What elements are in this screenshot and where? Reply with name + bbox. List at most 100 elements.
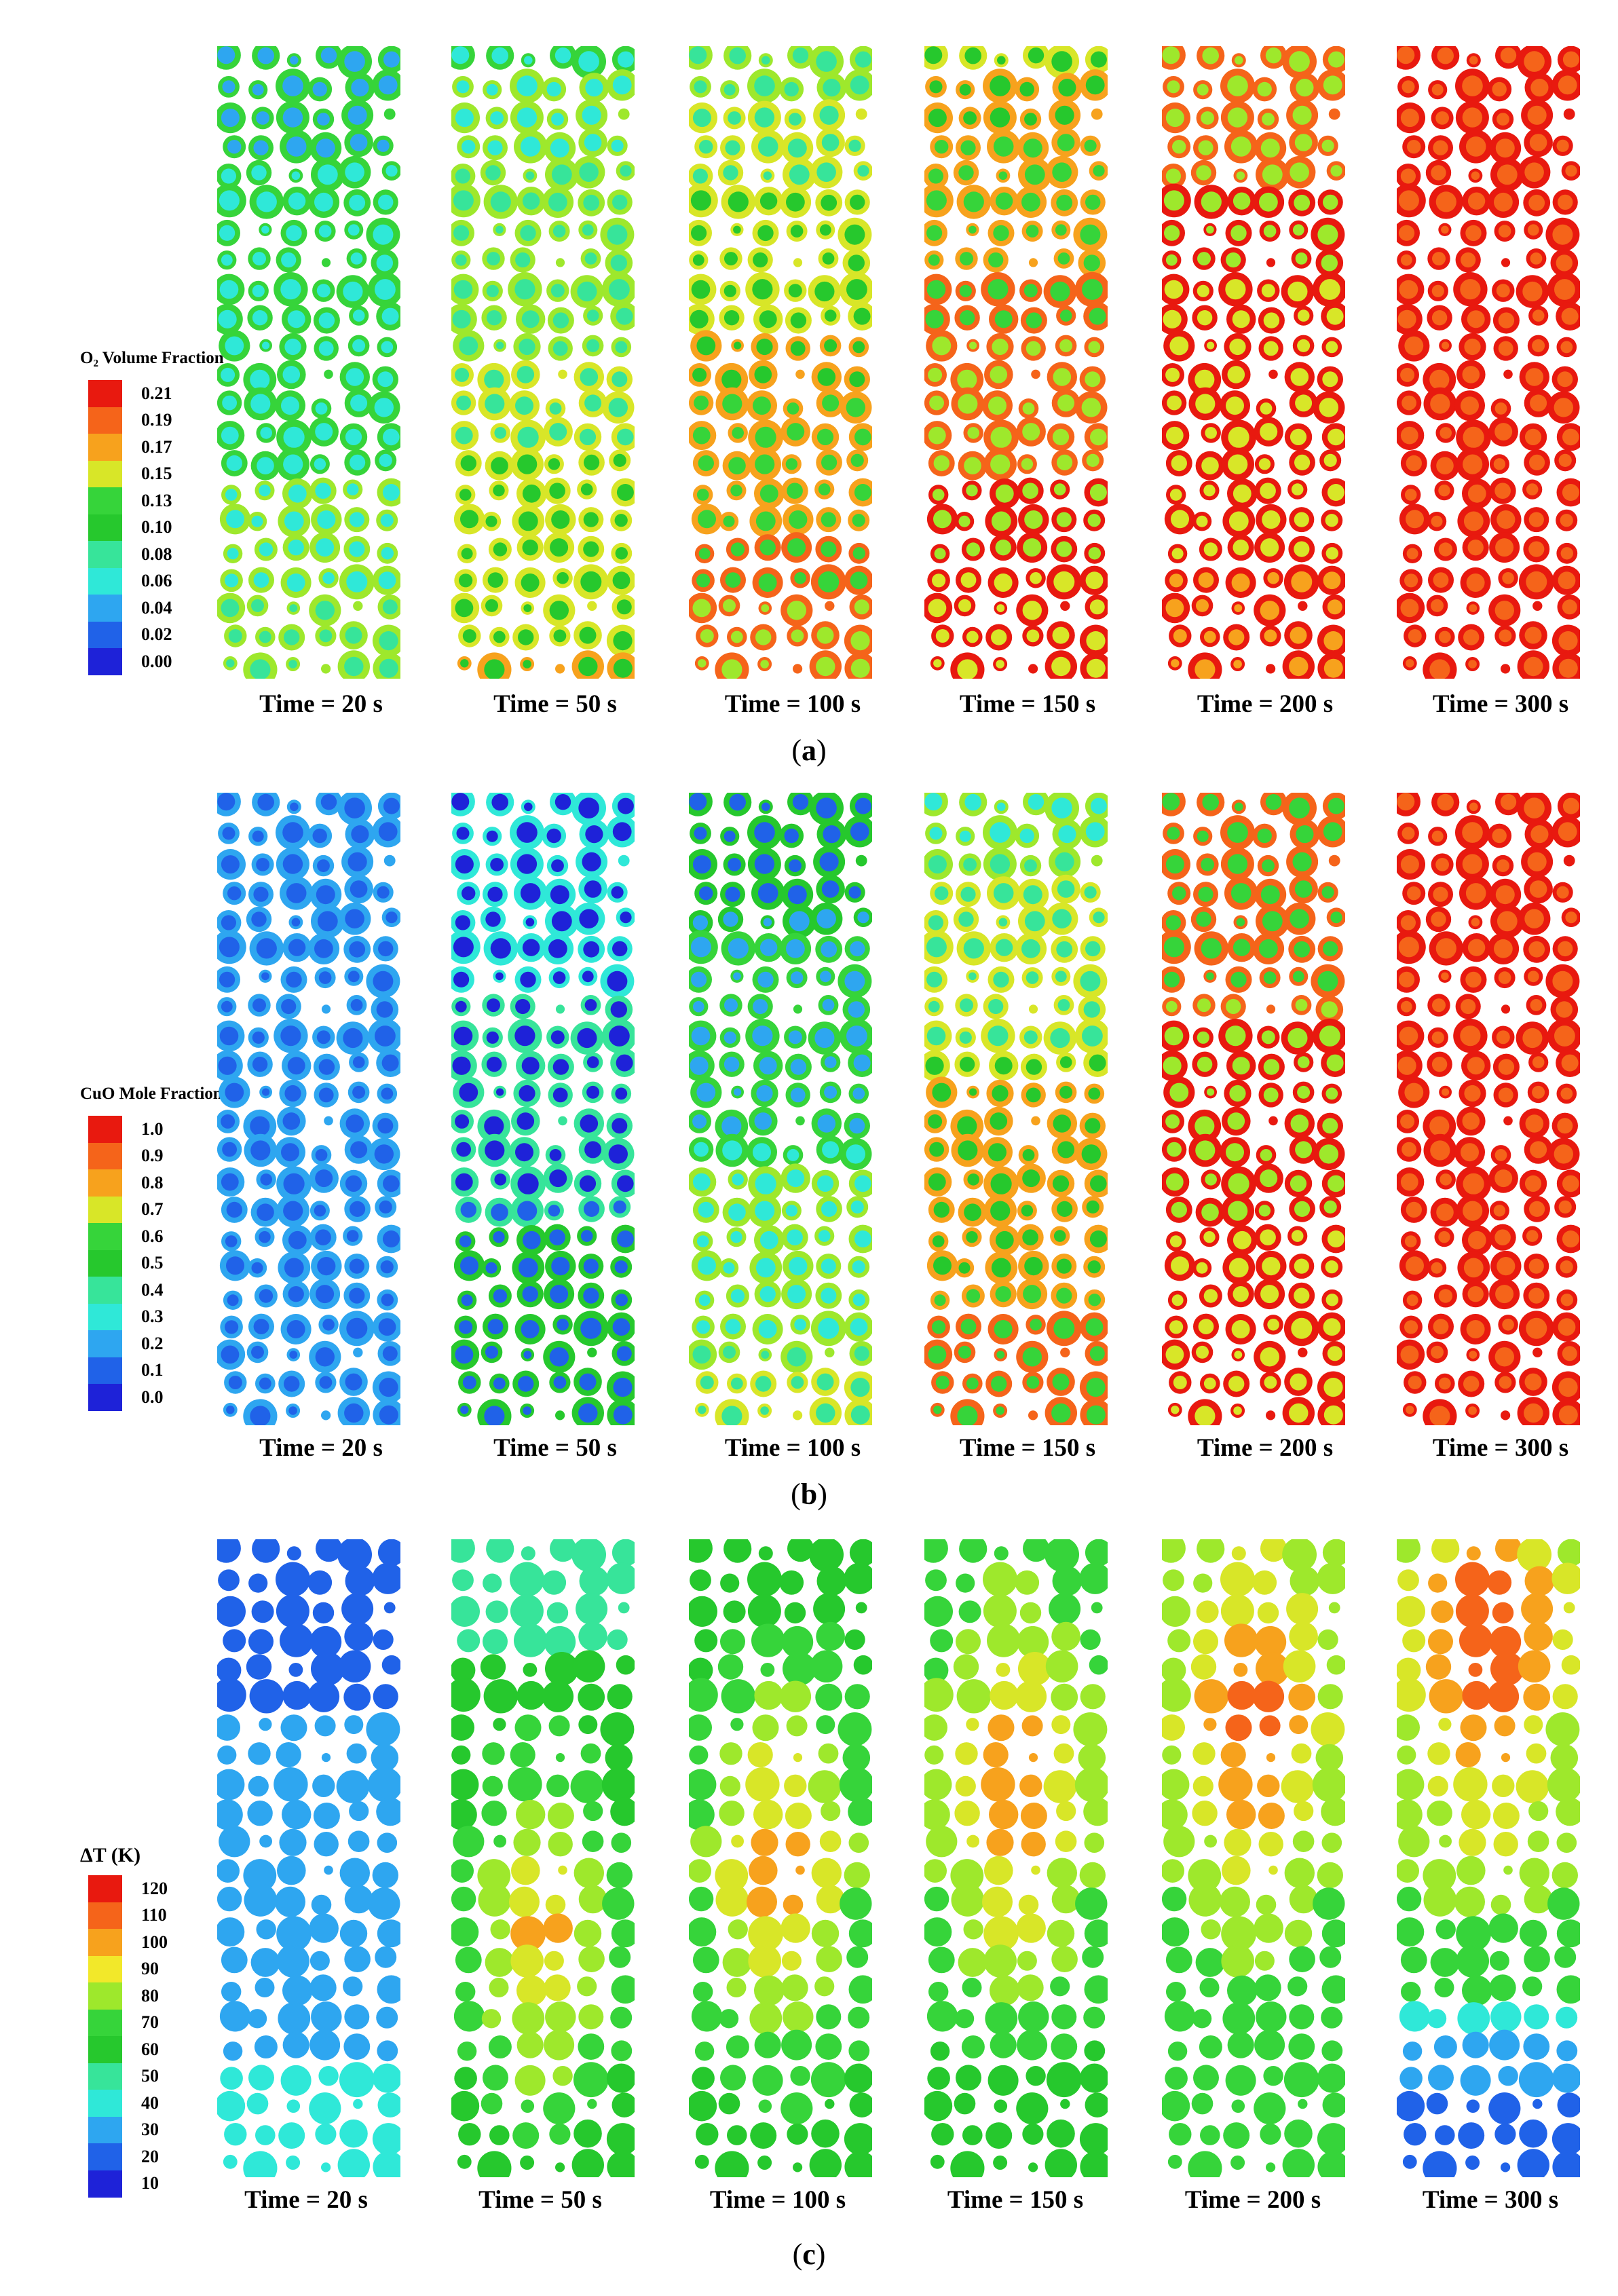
particle-core bbox=[1228, 511, 1249, 531]
particle-core bbox=[928, 855, 947, 874]
particle-core bbox=[1397, 1056, 1416, 1075]
particle-core bbox=[1086, 1378, 1106, 1397]
particle-core bbox=[1233, 192, 1251, 210]
particle bbox=[1053, 1743, 1074, 1764]
particle-core bbox=[550, 284, 565, 298]
particle-core bbox=[317, 911, 338, 932]
legend-level-label: 0.2 bbox=[141, 1333, 164, 1353]
particle-core bbox=[286, 1320, 305, 1338]
particle-core bbox=[990, 854, 1011, 874]
particle bbox=[383, 1602, 396, 1614]
particle-core bbox=[1085, 1118, 1101, 1134]
particle bbox=[1050, 1976, 1070, 1997]
particle-core bbox=[1430, 394, 1450, 414]
particle bbox=[689, 2090, 717, 2122]
particle-core bbox=[1051, 51, 1072, 72]
particle-core bbox=[1173, 629, 1187, 643]
particle-core bbox=[460, 1201, 476, 1218]
particle bbox=[1545, 1712, 1580, 1746]
particle bbox=[848, 2040, 870, 2062]
particle bbox=[1192, 1801, 1218, 1826]
particle-core bbox=[1289, 51, 1310, 72]
particle bbox=[1051, 1683, 1078, 1711]
legend-swatch bbox=[88, 2063, 122, 2090]
particle bbox=[1083, 2006, 1106, 2029]
particle bbox=[510, 1916, 546, 1952]
particle-core bbox=[282, 366, 301, 383]
particle bbox=[1169, 2123, 1192, 2146]
particle-core bbox=[1201, 111, 1214, 125]
particle-core bbox=[1228, 426, 1249, 448]
particle-core bbox=[291, 171, 301, 181]
particle bbox=[781, 1974, 808, 2001]
particle bbox=[1461, 1799, 1491, 1830]
particle-core bbox=[698, 455, 714, 472]
particle-core bbox=[1294, 880, 1313, 898]
particle-core bbox=[816, 1373, 834, 1391]
particle bbox=[1052, 1566, 1083, 1596]
particle bbox=[1455, 1562, 1490, 1597]
particle bbox=[1462, 1680, 1491, 1710]
particle bbox=[958, 1948, 987, 1977]
particle-core bbox=[253, 886, 269, 902]
particle-core bbox=[787, 1169, 805, 1188]
particle-core bbox=[960, 252, 973, 266]
particle-core bbox=[1406, 510, 1424, 529]
particle-core bbox=[790, 341, 806, 356]
particle-core bbox=[1325, 1087, 1338, 1100]
particle bbox=[1427, 1742, 1450, 1765]
particle bbox=[483, 1679, 518, 1714]
particle bbox=[1015, 1680, 1047, 1712]
particle-core bbox=[1558, 658, 1578, 678]
particle-core bbox=[1294, 541, 1310, 557]
particle bbox=[383, 108, 396, 120]
particle-core bbox=[615, 547, 628, 560]
particle-core bbox=[723, 911, 738, 927]
particle-core bbox=[523, 1351, 532, 1359]
particle-core bbox=[1528, 541, 1545, 557]
particle bbox=[848, 1919, 872, 1948]
particle-core bbox=[1462, 1112, 1480, 1130]
particle-core bbox=[1467, 310, 1485, 328]
particle-core bbox=[1235, 56, 1243, 65]
particle bbox=[1519, 2119, 1547, 2148]
particle-core bbox=[1406, 1294, 1418, 1306]
particle bbox=[693, 1982, 713, 2002]
particle-core bbox=[848, 139, 861, 152]
particle-core bbox=[785, 458, 798, 470]
particle bbox=[481, 2009, 502, 2029]
particle-core bbox=[689, 46, 707, 64]
particle-core bbox=[517, 454, 538, 474]
particle bbox=[1489, 1974, 1516, 2001]
particle bbox=[984, 1856, 1013, 1885]
particle-core bbox=[617, 797, 634, 814]
particle-core bbox=[1524, 909, 1544, 928]
particle-core bbox=[1172, 140, 1186, 154]
particle bbox=[545, 1894, 566, 1915]
particle bbox=[280, 2065, 312, 2096]
particle-core bbox=[787, 538, 806, 557]
particle bbox=[956, 1573, 975, 1593]
particle bbox=[217, 1678, 246, 1712]
particle-core bbox=[250, 659, 271, 679]
particle bbox=[321, 1410, 331, 1420]
particle bbox=[1260, 2123, 1281, 2145]
particle-core bbox=[761, 56, 770, 65]
particle bbox=[368, 1887, 400, 1920]
particle-core bbox=[995, 192, 1013, 210]
particle-core bbox=[822, 1141, 840, 1159]
particle-core bbox=[525, 918, 535, 927]
particle bbox=[248, 2065, 274, 2091]
particle bbox=[924, 1657, 949, 1683]
particle-core bbox=[759, 1230, 778, 1249]
legend-level-label: 40 bbox=[141, 2092, 159, 2113]
particle-core bbox=[1330, 911, 1342, 924]
particle-core bbox=[615, 1294, 628, 1306]
particle-core bbox=[924, 793, 943, 811]
particle bbox=[1556, 1919, 1580, 1948]
particle bbox=[924, 1678, 954, 1712]
particle-core bbox=[579, 909, 599, 928]
particle bbox=[1563, 1602, 1575, 1614]
particle-core bbox=[548, 1205, 561, 1217]
particle-core bbox=[382, 484, 400, 501]
